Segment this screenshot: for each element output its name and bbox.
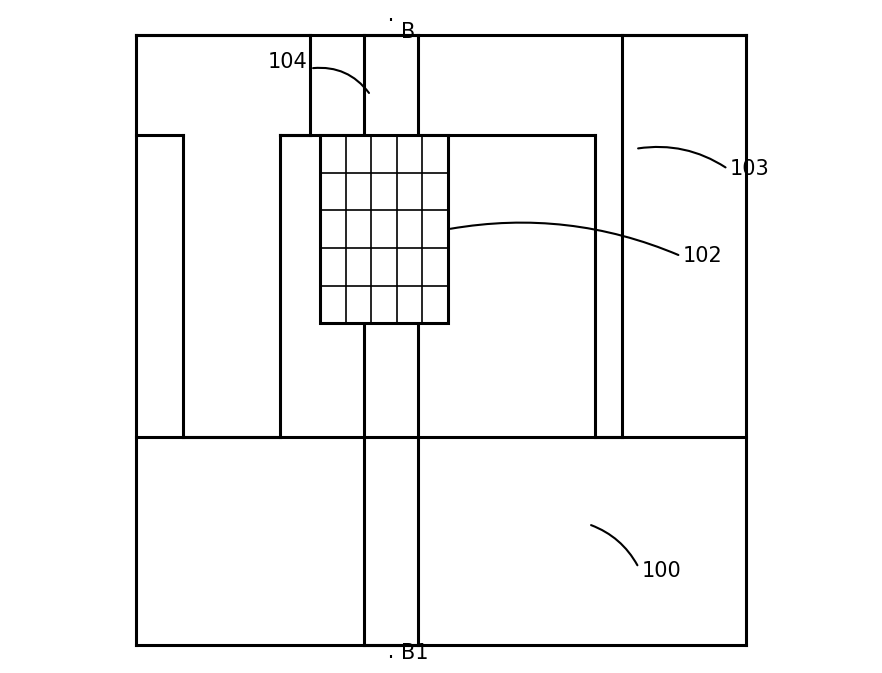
Text: 100: 100 (642, 561, 682, 581)
Text: 102: 102 (683, 246, 722, 266)
Bar (320, 135, 448, 323)
Text: B: B (400, 22, 415, 42)
Text: B1: B1 (400, 643, 429, 663)
Text: 103: 103 (729, 159, 769, 179)
Text: 104: 104 (267, 52, 307, 72)
